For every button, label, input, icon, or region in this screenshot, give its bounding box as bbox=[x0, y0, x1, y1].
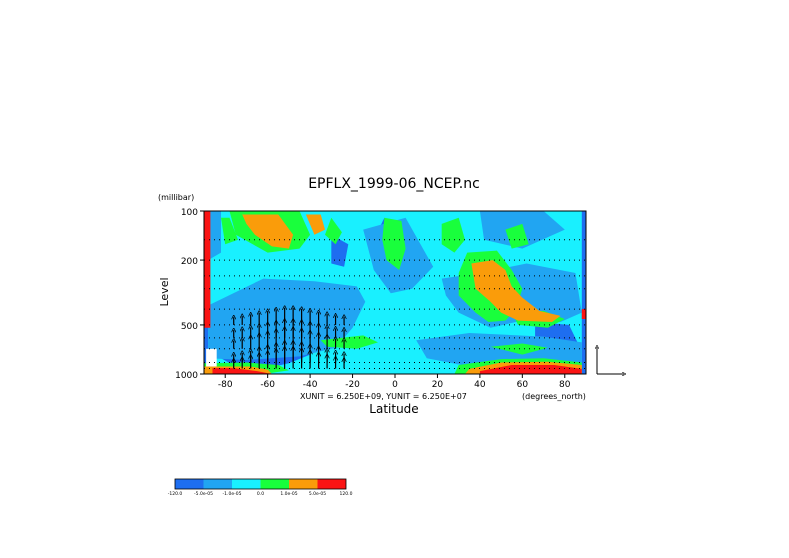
reference-vector-arrows bbox=[597, 347, 624, 374]
contour-region bbox=[441, 217, 465, 253]
x-tick-label: 0 bbox=[392, 380, 398, 390]
y-tick-label: 200 bbox=[181, 257, 198, 267]
x-tick-label: -60 bbox=[260, 380, 275, 390]
contour-region bbox=[206, 348, 217, 367]
x-tick-label: 80 bbox=[559, 380, 571, 390]
colorbar-swatch bbox=[317, 479, 346, 489]
y-axis-ticks: 100 200 500 1000 bbox=[175, 208, 204, 381]
contour-region bbox=[382, 217, 406, 270]
y-tick-label: 500 bbox=[181, 322, 198, 332]
x-tick-label: 40 bbox=[474, 380, 486, 390]
colorbar-label: 1.0e-05 bbox=[280, 491, 297, 497]
colorbar: -120.0 -5.0e-05 -1.0e-05 0.0 1.0e-05 5.0e-05 1… bbox=[168, 478, 353, 497]
x-tick-label: 20 bbox=[432, 380, 444, 390]
contour-region bbox=[471, 260, 561, 322]
contour-region bbox=[208, 211, 221, 261]
contour-region bbox=[221, 217, 238, 245]
contour-region bbox=[204, 211, 211, 328]
contour-region bbox=[325, 217, 342, 245]
y-unit-label: (millibar) bbox=[158, 193, 194, 202]
x-axis-title: Latitude bbox=[369, 402, 418, 416]
chart-title: EPFLX_1999-06_NCEP.nc bbox=[308, 176, 480, 192]
grid-lines bbox=[204, 211, 586, 369]
y-tick-label: 100 bbox=[181, 208, 198, 218]
contour-region bbox=[305, 214, 325, 235]
vector-scale-text: XUNIT = 6.250E+09, YUNIT = 6.250E+07 bbox=[300, 392, 467, 401]
x-unit-label: (degrees_north) bbox=[522, 392, 586, 401]
x-tick-label: -40 bbox=[303, 380, 318, 390]
x-tick-label: 60 bbox=[517, 380, 529, 390]
contour-region bbox=[581, 309, 586, 319]
x-tick-label: -80 bbox=[218, 380, 233, 390]
colorbar-swatch bbox=[175, 479, 204, 489]
contour-region bbox=[581, 211, 586, 374]
contour-region bbox=[505, 223, 529, 249]
colorbar-label: 120.0 bbox=[340, 491, 353, 497]
ep-flux-vectors bbox=[234, 308, 344, 369]
x-axis-ticks: -80 -60 -40 -20 0 20 40 60 80 bbox=[218, 374, 571, 390]
colorbar-label: -1.0e-05 bbox=[223, 491, 242, 497]
colorbar-label: -5.0e-05 bbox=[194, 491, 213, 497]
contour-region bbox=[416, 333, 582, 367]
colorbar-label: -120.0 bbox=[168, 491, 183, 497]
contour-region bbox=[479, 365, 582, 374]
colorbar-swatch bbox=[260, 479, 289, 489]
contour-region bbox=[212, 368, 272, 374]
y-axis-title: Level bbox=[158, 277, 171, 306]
colorbar-swatch bbox=[203, 479, 232, 489]
plot-area bbox=[203, 210, 587, 375]
colorbar-label: 0.0 bbox=[257, 491, 264, 497]
x-tick-label: -20 bbox=[345, 380, 360, 390]
y-tick-label: 1000 bbox=[175, 371, 198, 381]
contour-region bbox=[242, 214, 294, 249]
colorbar-swatch bbox=[232, 479, 261, 489]
colorbar-label: 5.0e-05 bbox=[309, 491, 326, 497]
colorbar-swatch bbox=[289, 479, 318, 489]
